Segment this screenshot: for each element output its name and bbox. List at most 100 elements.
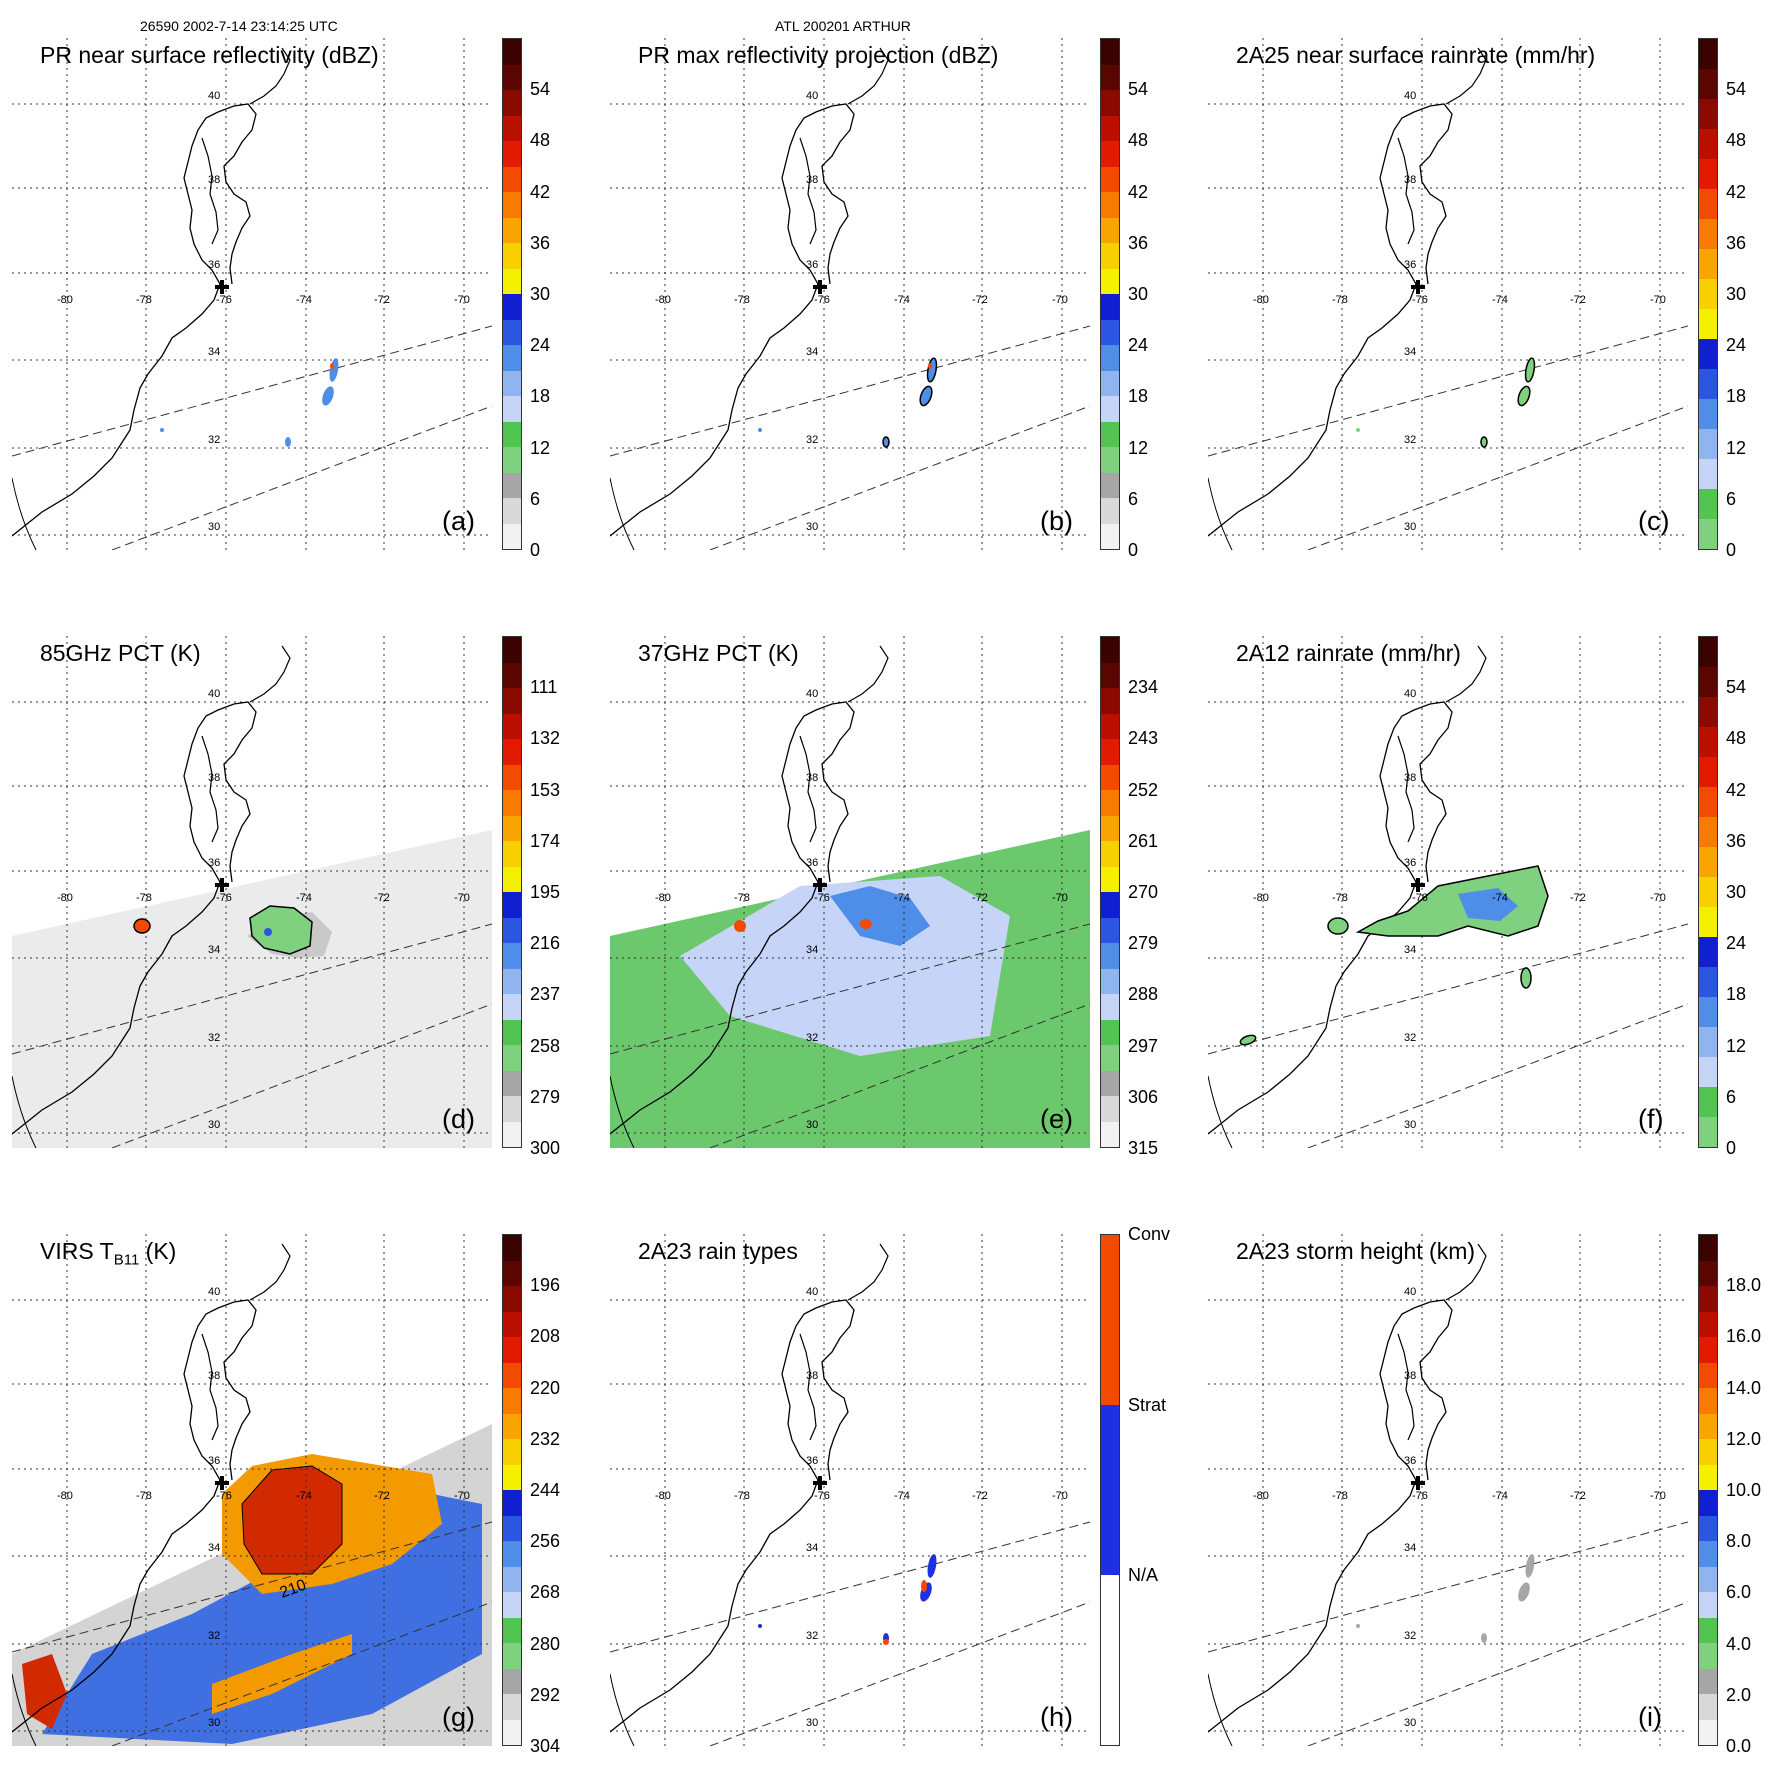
colorbar-tick: 18 xyxy=(530,386,551,407)
colorbar-segment xyxy=(503,1096,521,1122)
precip-feature xyxy=(758,1624,762,1628)
lon-label: -70 xyxy=(1052,892,1068,904)
lat-label: 30 xyxy=(806,1717,819,1729)
colorbar-tick: 252 xyxy=(1128,779,1159,800)
new-england-coast xyxy=(1445,1243,1487,1301)
map-area xyxy=(610,38,1090,550)
lat-label: 38 xyxy=(806,1370,819,1382)
precip-feature xyxy=(330,363,334,369)
panel-c: 40 38 36 34 32 30 -80 -78 -76 -74 -72 -70 2A25 near … xyxy=(1196,28,1771,588)
colorbar-segment xyxy=(503,917,521,943)
lat-label: 36 xyxy=(208,259,221,271)
colorbar-segment xyxy=(503,192,521,218)
colorbar xyxy=(502,636,522,1148)
colorbar-segment xyxy=(503,421,521,447)
colorbar-tick: 54 xyxy=(1726,677,1747,698)
colorbar-segment xyxy=(503,396,521,422)
colorbar-tick: 24 xyxy=(530,335,551,356)
map-svg xyxy=(610,38,1090,550)
colorbar-segment xyxy=(1699,129,1717,159)
precip-layer xyxy=(758,357,938,448)
graticule xyxy=(12,1234,492,1746)
coastline xyxy=(12,1299,257,1733)
lat-label: 34 xyxy=(208,1542,221,1554)
precip-feature xyxy=(1520,967,1532,989)
colorbar-tick: 279 xyxy=(1128,933,1159,954)
colorbar-segment xyxy=(1101,1045,1119,1071)
lon-label: -80 xyxy=(655,294,671,306)
colorbar-segment xyxy=(1101,713,1119,739)
panel-title: 2A23 rain types xyxy=(638,1238,798,1264)
graticule xyxy=(610,38,1090,550)
lon-label: -74 xyxy=(1492,892,1508,904)
colorbar-tick: 270 xyxy=(1128,882,1159,902)
chesapeake-bay xyxy=(1397,1333,1415,1441)
heavy-rain xyxy=(1458,888,1518,921)
chesapeake-bay xyxy=(201,137,219,245)
rain-region xyxy=(1355,865,1549,937)
lon-label: -74 xyxy=(894,892,910,904)
colorbar-segment xyxy=(1699,39,1717,69)
coastline xyxy=(610,701,855,1135)
map-svg xyxy=(1208,1234,1688,1746)
florida-coast xyxy=(12,1075,37,1148)
new-england-coast xyxy=(1445,645,1487,703)
colorbar-segment xyxy=(1699,697,1717,727)
colorbar-tick: 30 xyxy=(1726,284,1747,304)
panel-title: PR max reflectivity projection (dBZ) xyxy=(638,42,999,68)
graticule xyxy=(1208,38,1688,550)
precip-feature xyxy=(160,428,164,432)
warm-region xyxy=(680,876,1010,1056)
precip-feature xyxy=(919,385,933,407)
lon-label: -78 xyxy=(1332,1490,1348,1502)
lat-label: 34 xyxy=(806,1542,819,1554)
colorbar-segment xyxy=(503,90,521,116)
colorbar-segment xyxy=(1101,1096,1119,1122)
lon-label: -74 xyxy=(1492,1490,1508,1502)
colorbar-tick: 24 xyxy=(1726,933,1747,954)
colorbar-segment xyxy=(1699,489,1717,519)
storm-center-marker xyxy=(1411,1476,1425,1490)
new-england-coast xyxy=(249,1243,291,1301)
lat-label: 34 xyxy=(208,944,221,956)
colorbar-tick: 111 xyxy=(530,677,558,698)
colorbar-segment xyxy=(1101,892,1119,918)
colorbar-segment xyxy=(503,892,521,918)
colorbar-segment xyxy=(1699,847,1717,877)
colorbar-segment xyxy=(1699,1235,1717,1261)
colorbar-tick: 6.0 xyxy=(1726,1582,1752,1603)
colorbar-segment xyxy=(503,994,521,1020)
colorbar-segment xyxy=(1699,309,1717,339)
lon-label: -74 xyxy=(894,1490,910,1502)
precip-layer xyxy=(758,1554,937,1645)
lon-label: -72 xyxy=(1570,892,1586,904)
lon-label: -78 xyxy=(734,892,750,904)
storm-center-marker xyxy=(813,1476,827,1490)
colorbar-segment xyxy=(1699,339,1717,369)
colorbar-tick: 48 xyxy=(1726,130,1747,151)
lon-label: -74 xyxy=(296,892,312,904)
colorbar-segment xyxy=(1699,429,1717,459)
colorbar-segment xyxy=(1101,39,1119,65)
colorbar-segment xyxy=(1101,790,1119,816)
colorbar-tick: 18.0 xyxy=(1726,1275,1762,1296)
colorbar-segment xyxy=(1101,662,1119,688)
lat-label: 36 xyxy=(806,857,819,869)
colorbar-segment xyxy=(1699,1566,1717,1592)
lon-label: -70 xyxy=(1650,1490,1666,1502)
panel-title: PR near surface reflectivity (dBZ) xyxy=(40,42,379,68)
colorbar-segment xyxy=(503,115,521,141)
lon-label: -74 xyxy=(296,294,312,306)
precip-feature xyxy=(882,436,890,448)
pr-swath-edge xyxy=(1208,923,1688,1055)
colorbar-tick: 18 xyxy=(1726,386,1747,407)
storm-center-marker xyxy=(813,280,827,294)
lat-label: 40 xyxy=(806,90,819,102)
colorbar-tick: 10.0 xyxy=(1726,1480,1762,1500)
colorbar-tick: 0 xyxy=(1726,1138,1737,1158)
precip-feature xyxy=(1517,385,1531,407)
colorbar-segment xyxy=(1101,319,1119,345)
colorbar-tick: Conv xyxy=(1128,1224,1171,1244)
pr-swath-edge xyxy=(1307,405,1688,550)
colorbar-tick: 54 xyxy=(1726,79,1747,100)
